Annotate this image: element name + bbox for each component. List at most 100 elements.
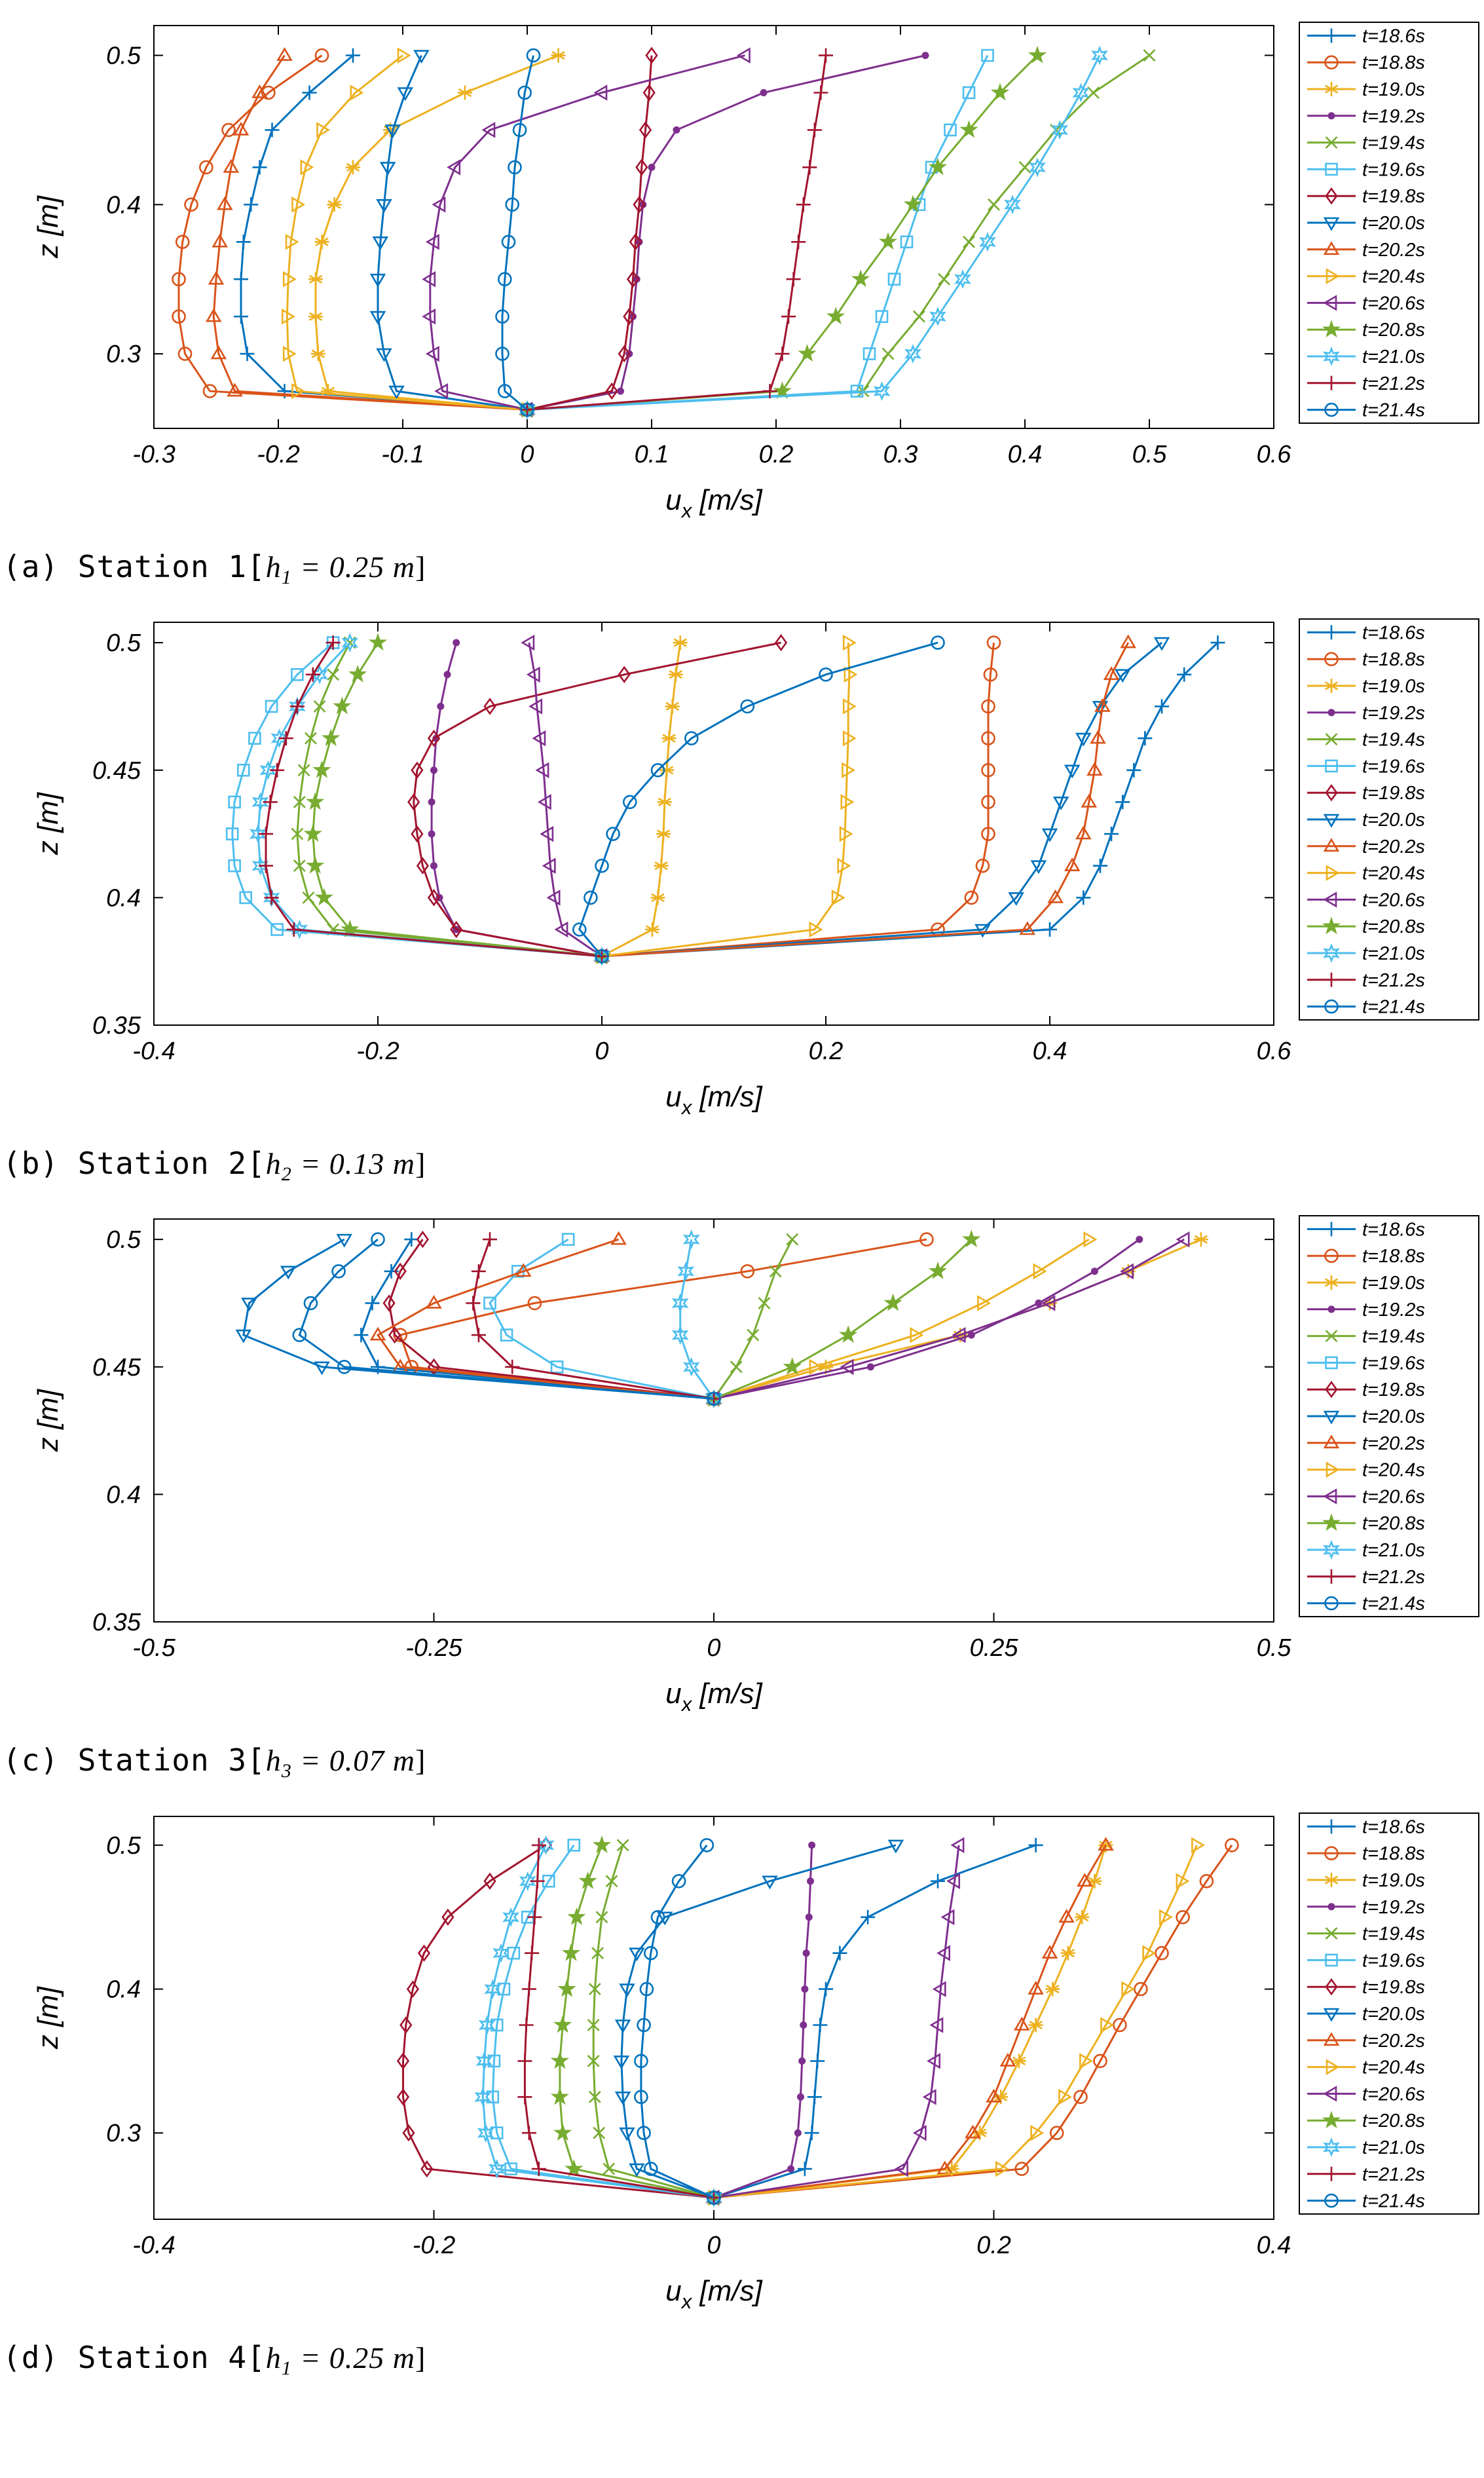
caption-hsub: 2 (281, 1163, 292, 1186)
legend-entry: t=19.0s (1307, 1870, 1425, 1891)
legend-label: t=19.0s (1362, 1870, 1425, 1891)
series-line (713, 1844, 1198, 2199)
legend-label: t=19.4s (1362, 730, 1425, 751)
figure-block-station-2: -0.4 -0.2 0 0.2 0.4 0.6 0.35 0.4 0.45 0.5 ux [m/s]… (0, 606, 1484, 1186)
legend-entry: t=20.0s (1307, 810, 1425, 831)
x-tick-label: -0.3 (132, 441, 175, 468)
axes: -0.4 -0.2 0 0.2 0.4 0.6 0.35 0.4 0.45 0.5 (92, 622, 1291, 1065)
legend-entry: t=19.0s (1307, 1273, 1425, 1294)
legend-entry: t=19.8s (1307, 1380, 1425, 1401)
x-tick-label: -0.2 (257, 441, 299, 468)
legend-label: t=20.6s (1362, 1487, 1425, 1508)
legend-label: t=19.2s (1362, 1896, 1425, 1917)
station-1-velocity-profile-chart: -0.3 -0.2 -0.1 0 0.1 0.2 0.3 0.4 0.5 0.6 0.3 0.4 0.5… (32, 22, 1479, 522)
legend: t=18.6s t=18.8s t=19.0s t=19.2s t=19.4s t=19.… (1299, 1812, 1479, 2215)
legend-label: t=19.8s (1362, 1977, 1425, 1998)
legend-label: t=18.8s (1362, 1843, 1425, 1864)
legend-entry: t=21.4s (1307, 400, 1425, 421)
legend-label: t=20.8s (1362, 2111, 1425, 2131)
legend-entry: t=20.2s (1307, 2030, 1425, 2051)
series-line (472, 1239, 714, 1400)
legend-label: t=20.6s (1362, 293, 1425, 314)
y-tick-label: 0.4 (106, 885, 141, 912)
caption-value: = 0.07 m (291, 1744, 415, 1778)
series-line (376, 1239, 714, 1400)
legend-label: t=19.0s (1362, 676, 1425, 697)
axes: -0.3 -0.2 -0.1 0 0.1 0.2 0.3 0.4 0.5 0.6 0.3 0.4 0.5 (106, 26, 1291, 468)
x-tick-label: 0 (520, 441, 534, 468)
series-line (601, 642, 1162, 958)
legend-entry: t=18.6s (1307, 1816, 1425, 1837)
legend-label: t=20.0s (1362, 1406, 1425, 1427)
series-t=20.6s (422, 47, 751, 418)
legend-entry: t=20.0s (1307, 2004, 1425, 2025)
legend-label: t=20.6s (1362, 2084, 1425, 2105)
legend-entry: t=19.8s (1307, 783, 1425, 804)
legend-entry: t=20.0s (1307, 1406, 1425, 1427)
legend-label: t=19.4s (1362, 133, 1425, 154)
legend-label: t=21.4s (1362, 997, 1425, 1018)
x-tick-label: -0.4 (132, 2232, 175, 2259)
series-line (481, 1844, 714, 2199)
axes: -0.4 -0.2 0 0.2 0.4 0.3 0.4 0.5 (106, 1816, 1291, 2259)
series-t=20.2s (593, 634, 1136, 962)
legend-label: t=21.2s (1362, 2164, 1425, 2185)
y-axis-label: z [m] (32, 1388, 64, 1452)
x-tick-label: 0.5 (1132, 441, 1168, 468)
series-line (429, 54, 745, 411)
legend-label: t=20.8s (1362, 320, 1425, 341)
series-line (713, 1239, 1185, 1400)
series-t=19.6s (483, 1233, 720, 1406)
caption-text: (d) Station 4[ (3, 2339, 266, 2375)
station-2-velocity-profile-chart: -0.4 -0.2 0 0.2 0.4 0.6 0.35 0.4 0.45 0.5 ux [m/s]… (32, 618, 1479, 1119)
x-tick-label: -0.2 (413, 2232, 455, 2259)
legend-entry: t=20.6s (1307, 293, 1425, 314)
series-t=21.4s (634, 1837, 721, 2205)
legend-label: t=21.4s (1362, 2190, 1425, 2211)
legend-entry: t=18.6s (1307, 26, 1425, 47)
series-line (528, 643, 603, 958)
x-tick-label: 0.25 (970, 1634, 1019, 1662)
y-tick-label: 0.4 (106, 1976, 141, 2003)
x-tick-label: 0.1 (635, 441, 669, 468)
series-t=21.4s (572, 635, 945, 964)
legend-entry: t=21.0s (1307, 1540, 1425, 1561)
y-tick-label: 0.45 (92, 1354, 141, 1381)
caption-math: h1 = 0.25 m] (266, 2341, 426, 2379)
series-line (713, 1844, 1233, 2199)
caption-close: ] (415, 550, 426, 584)
legend-entry: t=19.2s (1307, 703, 1425, 724)
legend-label: t=18.6s (1362, 1220, 1425, 1241)
caption-math: h3 = 0.07 m] (266, 1744, 426, 1782)
series-line (713, 1239, 973, 1400)
legend-entry: t=20.4s (1307, 267, 1425, 288)
legend-label: t=21.0s (1362, 1540, 1425, 1561)
x-axis-label: ux [m/s] (665, 2275, 763, 2313)
x-axis-label: ux [m/s] (665, 1081, 763, 1119)
legend-label: t=19.0s (1362, 79, 1425, 100)
legend-entry: t=18.8s (1307, 1843, 1425, 1864)
series-line (713, 1845, 960, 2199)
figure-block-station-4: -0.4 -0.2 0 0.2 0.4 0.3 0.4 0.5 ux [m/s] z [m] t=1… (0, 1800, 1484, 2380)
legend-entry: t=20.2s (1307, 240, 1425, 261)
series-line (402, 1844, 714, 2199)
x-tick-label: -0.1 (381, 441, 424, 468)
legend-entry: t=21.2s (1307, 1567, 1425, 1588)
plot-frame (153, 1815, 1274, 2220)
legend: t=18.6s t=18.8s t=19.0s t=19.2s t=19.4s t=19.… (1299, 618, 1479, 1021)
legend-label: t=18.6s (1362, 1816, 1425, 1837)
legend-entry: t=21.4s (1307, 2190, 1425, 2211)
legend-entry: t=19.0s (1307, 79, 1425, 100)
x-tick-label: -0.25 (405, 1634, 462, 1662)
x-tick-label: 0.2 (976, 2232, 1011, 2259)
figure-page: { "labels": { "xlabel_base": "u", "xlabe… (0, 22, 1484, 2380)
series-t=21.4s (495, 48, 541, 417)
x-tick-label: 0 (595, 1038, 608, 1065)
series-line (257, 642, 603, 958)
y-tick-label: 0.5 (106, 629, 141, 657)
caption-close: ] (415, 1744, 426, 1778)
legend-label: t=20.2s (1362, 1433, 1425, 1454)
series-line (501, 55, 534, 411)
legend-entry: t=19.6s (1307, 1950, 1425, 1971)
series-t=19.8s (396, 1836, 720, 2206)
